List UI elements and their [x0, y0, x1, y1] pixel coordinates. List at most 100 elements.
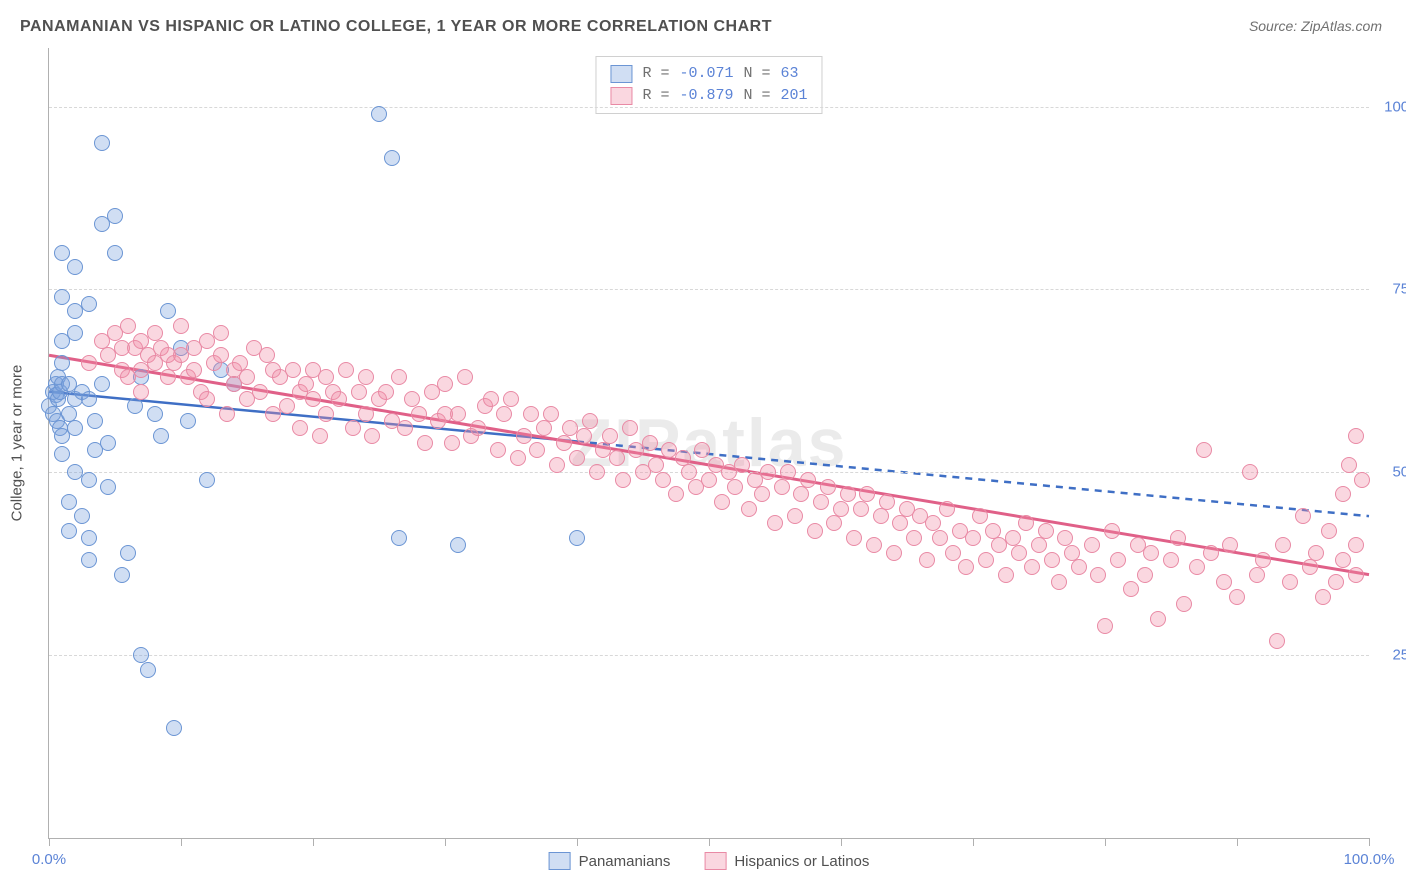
scatter-point: [958, 559, 974, 575]
scatter-point: [54, 289, 70, 305]
scatter-point: [1143, 545, 1159, 561]
scatter-point: [609, 450, 625, 466]
scatter-point: [483, 391, 499, 407]
scatter-point: [74, 508, 90, 524]
scatter-point: [1315, 589, 1331, 605]
scatter-point: [1057, 530, 1073, 546]
scatter-point: [411, 406, 427, 422]
scatter-point: [81, 391, 97, 407]
scatter-point: [1097, 618, 1113, 634]
scatter-point: [529, 442, 545, 458]
scatter-point: [787, 508, 803, 524]
scatter-point: [450, 406, 466, 422]
scatter-point: [279, 398, 295, 414]
scatter-point: [1348, 567, 1364, 583]
y-axis-label: College, 1 year or more: [9, 365, 26, 522]
scatter-point: [345, 420, 361, 436]
scatter-point: [1051, 574, 1067, 590]
scatter-point: [338, 362, 354, 378]
scatter-point: [133, 647, 149, 663]
scatter-point: [1242, 464, 1258, 480]
scatter-point: [760, 464, 776, 480]
scatter-point: [1110, 552, 1126, 568]
scatter-point: [602, 428, 618, 444]
scatter-point: [173, 318, 189, 334]
scatter-point: [1222, 537, 1238, 553]
scatter-point: [556, 435, 572, 451]
scatter-point: [965, 530, 981, 546]
scatter-point: [886, 545, 902, 561]
scatter-point: [1005, 530, 1021, 546]
scatter-point: [826, 515, 842, 531]
scatter-point: [642, 435, 658, 451]
legend-n-key: N =: [744, 63, 771, 85]
scatter-point: [668, 486, 684, 502]
scatter-point: [232, 355, 248, 371]
scatter-point: [457, 369, 473, 385]
scatter-point: [780, 464, 796, 480]
scatter-point: [767, 515, 783, 531]
scatter-point: [925, 515, 941, 531]
scatter-point: [1163, 552, 1179, 568]
x-tick-label: 100.0%: [1344, 851, 1395, 868]
x-tick: [709, 838, 710, 846]
scatter-point: [67, 420, 83, 436]
scatter-point: [932, 530, 948, 546]
scatter-point: [1249, 567, 1265, 583]
scatter-point: [391, 369, 407, 385]
x-tick: [313, 838, 314, 846]
legend-r-value: -0.071: [679, 63, 733, 85]
scatter-point: [939, 501, 955, 517]
scatter-point: [846, 530, 862, 546]
regression-lines-layer: [49, 48, 1369, 838]
scatter-point: [114, 567, 130, 583]
scatter-plot-area: College, 1 year or more ZIPatlas R = -0.…: [48, 48, 1369, 839]
scatter-point: [391, 530, 407, 546]
scatter-point: [140, 662, 156, 678]
legend-r-value: -0.879: [679, 85, 733, 107]
scatter-point: [754, 486, 770, 502]
scatter-point: [833, 501, 849, 517]
scatter-point: [1348, 537, 1364, 553]
y-tick-label: 75.0%: [1375, 281, 1406, 298]
scatter-point: [793, 486, 809, 502]
scatter-point: [978, 552, 994, 568]
series-legend: Panamanians Hispanics or Latinos: [549, 852, 870, 870]
x-tick: [973, 838, 974, 846]
scatter-point: [298, 376, 314, 392]
legend-n-value: 63: [781, 63, 799, 85]
scatter-point: [576, 428, 592, 444]
scatter-point: [866, 537, 882, 553]
y-tick-label: 100.0%: [1375, 98, 1406, 115]
scatter-point: [371, 106, 387, 122]
scatter-point: [1044, 552, 1060, 568]
scatter-point: [199, 472, 215, 488]
scatter-point: [675, 450, 691, 466]
scatter-point: [61, 406, 77, 422]
scatter-point: [127, 398, 143, 414]
scatter-point: [807, 523, 823, 539]
scatter-point: [523, 406, 539, 422]
scatter-point: [694, 442, 710, 458]
scatter-point: [800, 472, 816, 488]
scatter-point: [873, 508, 889, 524]
scatter-point: [100, 435, 116, 451]
scatter-point: [404, 391, 420, 407]
scatter-point: [727, 479, 743, 495]
legend-row: R = -0.071 N = 63: [610, 63, 807, 85]
scatter-point: [285, 362, 301, 378]
scatter-point: [153, 428, 169, 444]
scatter-point: [1123, 581, 1139, 597]
scatter-point: [67, 325, 83, 341]
scatter-point: [61, 523, 77, 539]
scatter-point: [569, 450, 585, 466]
y-tick-label: 25.0%: [1375, 647, 1406, 664]
scatter-point: [998, 567, 1014, 583]
legend-swatch: [704, 852, 726, 870]
scatter-point: [1084, 537, 1100, 553]
scatter-point: [1176, 596, 1192, 612]
scatter-point: [417, 435, 433, 451]
scatter-point: [1302, 559, 1318, 575]
x-tick: [841, 838, 842, 846]
scatter-point: [1170, 530, 1186, 546]
